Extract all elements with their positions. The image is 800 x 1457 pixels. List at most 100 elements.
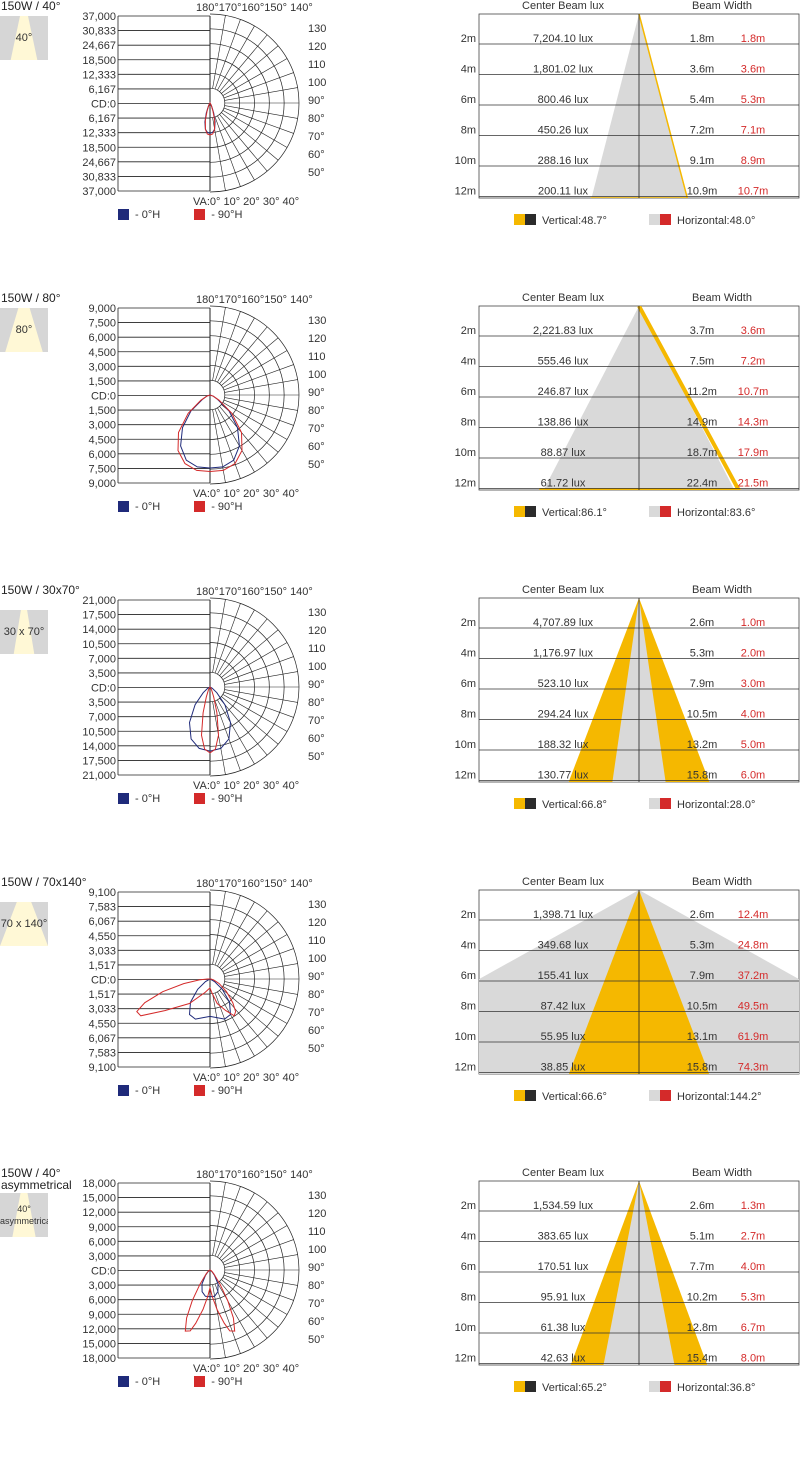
polar-tick-label: 10,500	[82, 726, 116, 738]
polar-spoke	[214, 408, 241, 479]
polar-top-angles: 180°170°160°150° 140°	[196, 1169, 313, 1181]
polar-tick-label: 7,583	[88, 1047, 116, 1059]
polar-angle-label: 90°	[308, 1262, 325, 1274]
thumbnail-beam	[12, 1193, 36, 1237]
beam-width-vertical: 15.4m	[687, 1353, 718, 1365]
polar-spoke	[221, 1279, 279, 1328]
polar-spoke	[224, 379, 298, 393]
beam-width-vertical: 5.3m	[690, 940, 714, 952]
legend-swatch-horizontal-b	[660, 1381, 671, 1392]
polar-chart: 9,000 7,500 6,000 4,500 3,000 1,500 CD:0 1,500 3…	[88, 294, 326, 500]
beam-width-vertical: 18.7m	[687, 447, 718, 459]
beam-legend: Vertical:66.6° Horizontal:144.2°	[514, 1090, 762, 1103]
polar-tick-label: 14,000	[82, 741, 116, 753]
polar-spoke	[224, 1272, 298, 1286]
beam-width-horizontal: 74.3m	[738, 1062, 769, 1074]
polar-tick-label: 4,550	[88, 1018, 116, 1030]
beam-width-horizontal: 5.0m	[741, 739, 765, 751]
polar-spoke	[214, 19, 241, 90]
beam-header-width: Beam Width	[692, 876, 752, 888]
polar-angle-label: 50°	[308, 1334, 325, 1346]
beam-width-vertical: 13.1m	[687, 1031, 718, 1043]
beam-distance-label: 8m	[461, 709, 476, 721]
beam-lux-value: 42.63 lux	[541, 1353, 586, 1365]
polar-tick-label: 6,067	[88, 1033, 116, 1045]
beam-distance-label: 4m	[461, 356, 476, 368]
polar-tick-label: 12,000	[82, 1207, 116, 1219]
legend-swatch-horizontal-b	[660, 1090, 671, 1101]
legend-swatch-0H	[118, 793, 129, 804]
beam-thumbnail: 40° asymmetrical	[0, 1193, 48, 1237]
beam-diagram: Center Beam lux Beam Width 2m 7,204.10 lux 1…	[455, 0, 800, 227]
beam-distance-label: 12m	[455, 770, 476, 782]
beam-lux-value: 188.32 lux	[538, 739, 589, 751]
polar-tick-label: CD:0	[91, 99, 116, 111]
polar-spoke	[212, 307, 226, 381]
beam-header-lux: Center Beam lux	[522, 584, 604, 596]
beam-width-vertical: 7.9m	[690, 678, 714, 690]
beam-width-vertical: 9.1m	[690, 155, 714, 167]
beam-lux-value: 1,534.59 lux	[533, 1200, 593, 1212]
beam-distance-label: 2m	[461, 1200, 476, 1212]
polar-angle-label: 80°	[308, 1280, 325, 1292]
beam-distance-label: 12m	[455, 1353, 476, 1365]
polar-tick-label: 17,500	[82, 755, 116, 767]
polar-tick-label: 4,500	[88, 347, 116, 359]
thumbnail-beam	[10, 16, 38, 60]
thumbnail-graphic	[10, 16, 38, 60]
beam-distance-label: 4m	[461, 648, 476, 660]
polar-spoke	[221, 112, 279, 161]
polar-spoke	[223, 364, 294, 391]
polar-tick-label: 7,500	[88, 318, 116, 330]
polar-va-label: VA:0° 10° 20° 30° 40°	[193, 488, 299, 500]
beam-width-horizontal: 3.6m	[741, 325, 765, 337]
polar-angle-label: 90°	[308, 387, 325, 399]
beam-distance-label: 10m	[455, 1322, 476, 1334]
legend-label-0H: - 0°H	[135, 1376, 161, 1388]
chart-block: 150W / 40° asymmetrical 40° asymmetrical 1…	[0, 1167, 800, 1457]
polar-tick-label: 6,167	[88, 84, 116, 96]
legend-swatch-vertical-b	[525, 506, 536, 517]
beam-distance-label: 4m	[461, 940, 476, 952]
legend-vertical-label: Vertical:48.7°	[542, 215, 607, 227]
beam-width-horizontal: 10.7m	[738, 186, 769, 198]
polar-tick-label: 6,000	[88, 332, 116, 344]
polar-tick-label: 6,067	[88, 916, 116, 928]
polar-angle-label: 60°	[308, 441, 325, 453]
beam-distance-label: 8m	[461, 1001, 476, 1013]
beam-header-width: Beam Width	[692, 292, 752, 304]
polar-spoke	[219, 910, 268, 968]
polar-angle-label: 60°	[308, 1316, 325, 1328]
polar-angle-label: 110°	[308, 59, 326, 71]
beam-width-vertical: 3.7m	[690, 325, 714, 337]
polar-angle-label: 90°	[308, 679, 325, 691]
polar-tick-label: 17,500	[82, 610, 116, 622]
polar-ring	[209, 1254, 226, 1286]
polar-angle-label: 110°	[308, 643, 326, 655]
polar-angle-label: 130°	[308, 315, 326, 327]
legend-swatch-vertical-b	[525, 798, 536, 809]
beam-distance-label: 6m	[461, 678, 476, 690]
polar-angle-label: 50°	[308, 167, 325, 179]
polar-spoke	[222, 350, 288, 388]
polar-chart: 18,000 15,000 12,000 9,000 6,000 3,000 CD:0 3,0…	[82, 1169, 326, 1375]
legend-label-90H: - 90°H	[211, 793, 243, 805]
polar-angle-label: 70°	[308, 715, 325, 727]
polar-spoke	[224, 105, 298, 119]
polar-tick-label: 9,100	[88, 1062, 116, 1074]
polar-spoke	[224, 87, 298, 101]
polar-va-label: VA:0° 10° 20° 30° 40°	[193, 1363, 299, 1375]
polar-spoke	[217, 115, 255, 181]
beam-legend: Vertical:66.8° Horizontal:28.0°	[514, 798, 755, 811]
thumbnail-beam	[5, 308, 43, 352]
polar-spoke	[223, 1274, 294, 1301]
polar-top-angles: 180°170°160°150° 140°	[196, 586, 313, 598]
beam-cone-vertical-edge	[539, 306, 741, 490]
beam-width-horizontal: 8.9m	[741, 155, 765, 167]
polar-angle-label: 100°	[308, 953, 326, 965]
beam-width-vertical: 1.8m	[690, 33, 714, 45]
polar-tick-label: 3,500	[88, 668, 116, 680]
polar-spoke	[219, 990, 268, 1048]
polar-top-angles: 180°170°160°150° 140°	[196, 878, 313, 890]
polar-tick-label: 3,033	[88, 1004, 116, 1016]
